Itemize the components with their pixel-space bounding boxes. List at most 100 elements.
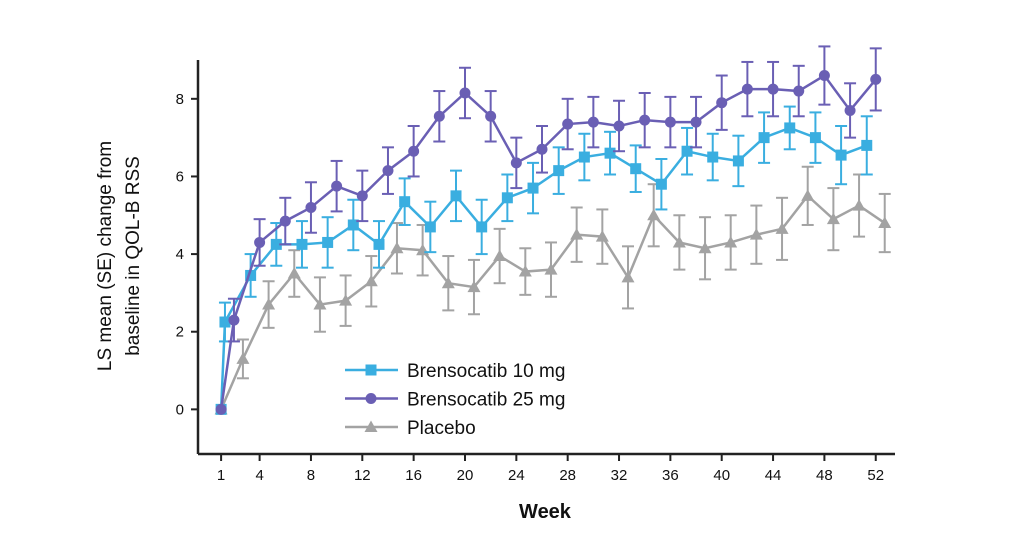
data-point — [578, 151, 590, 163]
data-point — [459, 87, 471, 99]
data-point — [716, 97, 728, 109]
data-point — [356, 190, 368, 202]
data-point — [553, 165, 565, 177]
data-point — [399, 196, 411, 208]
data-point — [322, 236, 334, 248]
data-point — [219, 316, 231, 328]
data-point — [809, 132, 821, 144]
data-point — [270, 238, 282, 250]
legend-marker — [365, 364, 377, 376]
x-tick-label: 44 — [765, 467, 782, 484]
x-tick-label: 48 — [816, 467, 833, 484]
data-point — [382, 165, 394, 177]
data-point — [305, 202, 317, 214]
data-point — [793, 85, 805, 97]
x-tick-label: 1 — [217, 467, 225, 484]
data-point — [630, 163, 642, 175]
y-axis-label-line-2: baseline in QOL-B RSS — [123, 156, 144, 356]
x-tick-label: 12 — [354, 467, 371, 484]
data-point — [347, 219, 359, 231]
data-point — [501, 192, 513, 204]
data-point — [467, 280, 481, 293]
data-point — [844, 104, 856, 116]
data-point — [613, 120, 625, 132]
series-brensocatib-25-mg — [215, 45, 882, 415]
legend-marker — [365, 393, 377, 404]
data-point — [527, 182, 539, 194]
y-tick-label: 4 — [176, 246, 184, 263]
x-axis-label: Week — [519, 501, 572, 523]
data-point — [639, 114, 651, 126]
data-point — [878, 216, 892, 229]
data-point — [245, 269, 257, 281]
data-point — [818, 70, 830, 82]
data-point — [313, 298, 327, 310]
data-point — [433, 110, 445, 122]
data-point — [373, 238, 385, 250]
data-point — [595, 230, 609, 242]
data-point — [655, 178, 667, 190]
x-tick-label: 36 — [662, 467, 679, 484]
data-point — [518, 265, 532, 277]
x-tick-label: 40 — [713, 467, 730, 484]
x-tick-label: 4 — [255, 467, 263, 484]
x-tick-label: 24 — [508, 467, 525, 484]
data-point — [408, 145, 420, 157]
data-point — [741, 83, 753, 95]
data-point — [681, 145, 693, 157]
data-point — [450, 190, 462, 202]
data-point — [296, 238, 308, 250]
data-point — [339, 294, 353, 306]
data-point — [707, 151, 719, 163]
data-point — [852, 199, 866, 211]
data-point — [570, 228, 584, 240]
x-tick-label: 28 — [559, 467, 576, 484]
data-point — [698, 241, 712, 254]
data-point — [228, 314, 240, 326]
data-point — [254, 236, 266, 248]
x-tick-label: 20 — [457, 467, 474, 484]
data-point — [536, 143, 548, 155]
series-brensocatib-10-mg — [215, 105, 873, 415]
data-point — [262, 298, 276, 310]
legend-label: Placebo — [407, 418, 476, 439]
data-point — [476, 221, 488, 233]
data-point — [621, 270, 635, 283]
data-point — [758, 132, 770, 144]
y-axis-label-line-1: LS mean (SE) change from — [95, 141, 116, 371]
data-point — [424, 221, 436, 233]
x-tick-label: 32 — [611, 467, 628, 484]
y-tick-label: 8 — [176, 91, 184, 108]
data-point — [835, 149, 847, 161]
data-point — [861, 139, 873, 151]
y-tick-label: 2 — [176, 324, 184, 341]
data-point — [767, 83, 779, 95]
data-point — [287, 266, 301, 279]
data-point — [647, 208, 661, 221]
legend-label: Brensocatib 10 mg — [407, 361, 565, 382]
data-point — [279, 215, 291, 227]
data-point — [870, 73, 882, 85]
data-point — [236, 352, 250, 364]
series-group — [214, 45, 892, 415]
y-tick-label: 6 — [176, 168, 184, 185]
data-point — [493, 249, 507, 262]
data-point — [801, 189, 815, 201]
y-tick-label: 0 — [176, 401, 184, 418]
data-point — [215, 403, 227, 415]
data-point — [732, 155, 744, 167]
data-point — [784, 122, 796, 134]
data-point — [562, 118, 574, 130]
series-placebo — [214, 165, 892, 415]
legend: Brensocatib 10 mg Brensocatib 25 mg Placeb… — [345, 361, 565, 439]
data-point — [604, 147, 616, 159]
x-tick-label: 16 — [405, 467, 422, 484]
data-point — [664, 116, 676, 128]
legend-marker — [364, 420, 378, 432]
data-point — [544, 263, 558, 275]
data-point — [441, 276, 455, 289]
data-point — [724, 235, 738, 248]
data-point — [485, 110, 497, 122]
